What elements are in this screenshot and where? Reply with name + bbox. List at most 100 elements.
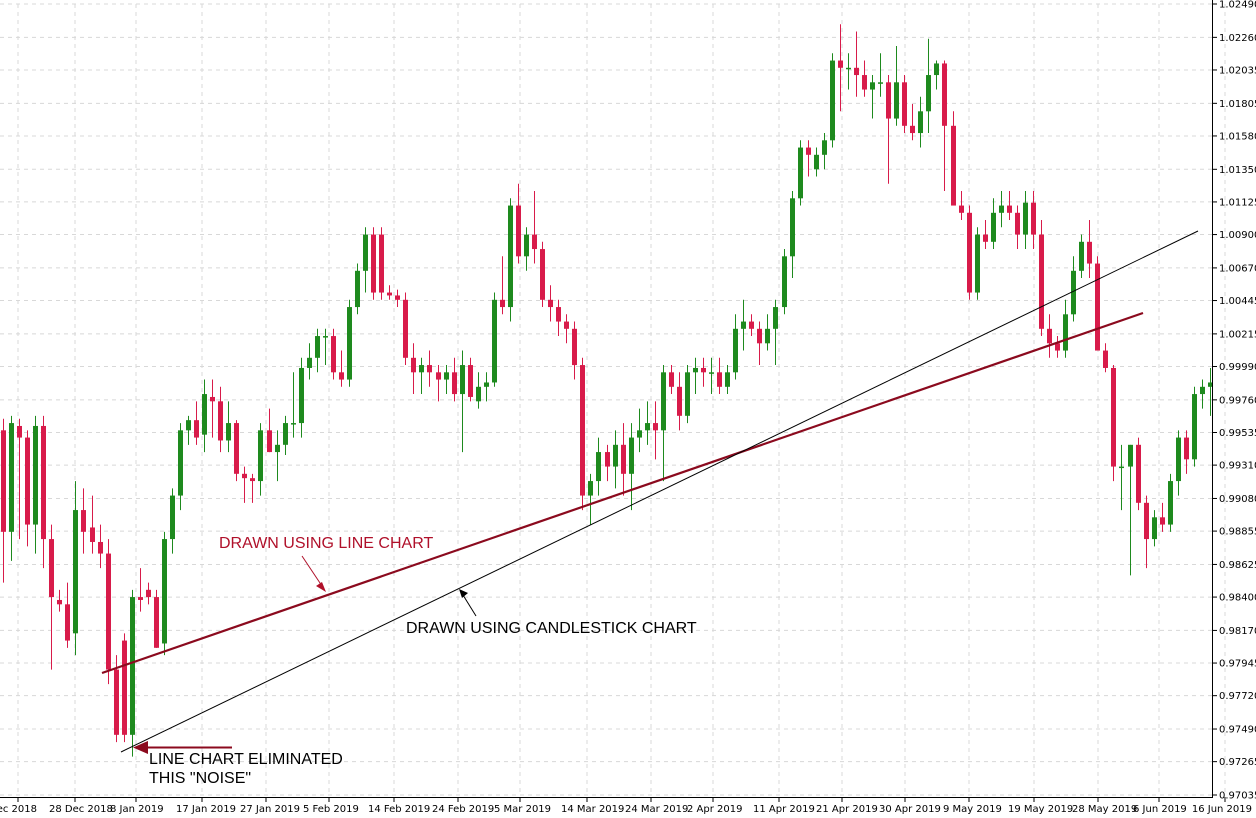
candle-bearish: [90, 495, 95, 554]
candle-body: [355, 270, 360, 308]
candle-body: [629, 437, 634, 474]
candle-body: [484, 382, 489, 387]
candle-body: [717, 372, 722, 387]
x-tick-label: 11 Apr 2019: [753, 804, 815, 815]
y-tick-label: 0.97265: [1219, 757, 1256, 768]
candle-bullish: [999, 191, 1004, 228]
candle-body: [862, 75, 867, 90]
candle-bearish: [862, 60, 867, 97]
candle-body: [49, 539, 54, 598]
candle-bearish: [749, 314, 754, 337]
y-tick-label: 1.00900: [1219, 230, 1256, 241]
candle-body: [934, 63, 939, 76]
candle-bullish: [894, 46, 899, 126]
candle-bearish: [910, 104, 915, 141]
candle-body: [1192, 394, 1197, 460]
candle-body: [460, 365, 465, 395]
candle-body: [942, 63, 947, 126]
candle-body: [685, 372, 690, 416]
candle-bearish: [242, 466, 247, 503]
candle-body: [838, 60, 843, 68]
candle-bearish: [516, 183, 521, 264]
candle-bullish: [508, 198, 513, 322]
candle-body: [283, 423, 288, 445]
candles-layer: [1, 24, 1213, 757]
candle-bullish: [419, 357, 424, 395]
annotation-candlestick-chart-label: DRAWN USING CANDLESTICK CHART: [406, 620, 697, 637]
candle-body: [564, 321, 569, 329]
candle-body: [202, 394, 207, 435]
x-tick-label: 6 Jun 2019: [1133, 804, 1187, 815]
candle-bullish: [291, 372, 296, 438]
candle-body: [951, 125, 956, 206]
candle-bullish: [822, 133, 827, 170]
x-tick-label: 24 Mar 2019: [625, 804, 688, 815]
candle-bullish: [178, 423, 183, 511]
candle-body: [1176, 437, 1181, 482]
candle-body: [572, 328, 577, 366]
candle-bearish: [114, 655, 119, 743]
x-tick-label: 27 Jan 2019: [240, 804, 300, 815]
candle-body: [427, 365, 432, 373]
candle-bearish: [532, 191, 537, 264]
candle-bullish: [9, 415, 14, 561]
candle-bearish: [500, 256, 505, 315]
candle-body: [693, 367, 698, 373]
candle-body: [1095, 263, 1100, 351]
candle-body: [468, 365, 473, 397]
candle-body: [975, 234, 980, 293]
candle-body: [894, 82, 899, 119]
candle-body: [307, 357, 312, 368]
candle-body: [331, 336, 336, 373]
candle-bearish: [548, 285, 553, 322]
candle-bearish: [580, 357, 585, 511]
candle-body: [387, 292, 392, 296]
candle-body: [926, 75, 931, 112]
candle-bearish: [1103, 343, 1108, 373]
candle-body: [363, 234, 368, 271]
candle-bearish: [677, 372, 682, 431]
candle-body: [918, 111, 923, 134]
candle-bullish: [782, 249, 787, 315]
x-tick-label: 24 Feb 2019: [432, 804, 494, 815]
candle-bearish: [387, 285, 392, 300]
candle-bullish: [170, 488, 175, 554]
trendline-candlestick-chart: [120, 230, 1199, 753]
candle-bearish: [218, 386, 223, 453]
candle-bullish: [258, 423, 263, 496]
candle-body: [637, 430, 642, 438]
candle-bearish: [1184, 430, 1189, 474]
candle-bearish: [757, 321, 762, 366]
candle-bullish: [484, 372, 489, 402]
candle-bearish: [951, 111, 956, 206]
candle-body: [226, 423, 231, 441]
candle-body: [1047, 328, 1052, 344]
candle-body: [154, 597, 159, 648]
candle-bearish: [1031, 191, 1036, 250]
candle-body: [138, 597, 143, 600]
candle-body: [540, 249, 545, 300]
candle-body: [25, 437, 30, 525]
candle-body: [106, 553, 111, 670]
candle-body: [250, 478, 255, 482]
candle-body: [1055, 343, 1060, 351]
candle-body: [822, 140, 827, 155]
y-tick-label: 1.01125: [1219, 197, 1256, 208]
candle-body: [1168, 481, 1173, 525]
candle-body: [146, 589, 151, 598]
y-tick-label: 1.02035: [1219, 65, 1256, 76]
candle-body: [73, 510, 78, 634]
candle-body: [1208, 382, 1213, 387]
candle-body: [347, 307, 352, 380]
candle-bullish: [629, 423, 634, 511]
candle-body: [476, 386, 481, 402]
candle-bullish: [299, 357, 304, 438]
candle-bearish: [1144, 495, 1149, 569]
arrowhead-icon: [133, 741, 148, 754]
candle-body: [186, 420, 191, 431]
candle-body: [798, 147, 803, 199]
